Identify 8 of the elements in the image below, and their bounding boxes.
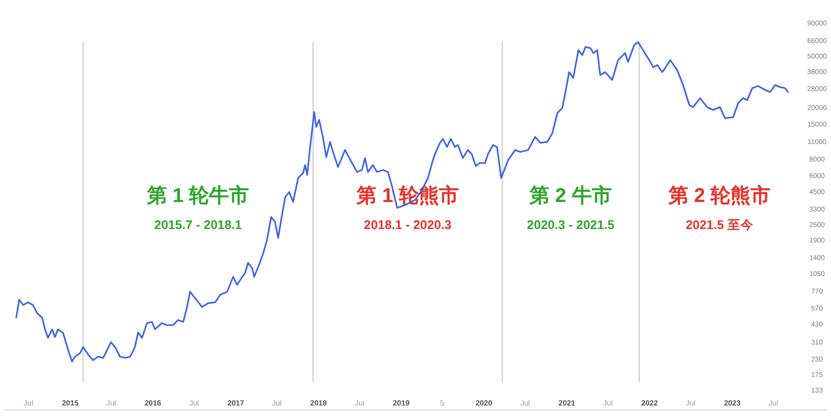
annotation: 2018.1 - 2020.3 <box>364 218 452 232</box>
annotation: 第 1 轮牛市 <box>146 184 250 207</box>
annotation: 第 2 轮熊市 <box>667 184 771 207</box>
annotation: 2021.5 至今 <box>686 218 754 232</box>
annotation: 第 2 牛市 <box>528 184 612 207</box>
annotation: 第 1 轮熊市 <box>356 184 459 207</box>
annotation: 2015.7 - 2018.1 <box>154 218 242 232</box>
annotation: 2020.3 - 2021.5 <box>526 218 615 232</box>
